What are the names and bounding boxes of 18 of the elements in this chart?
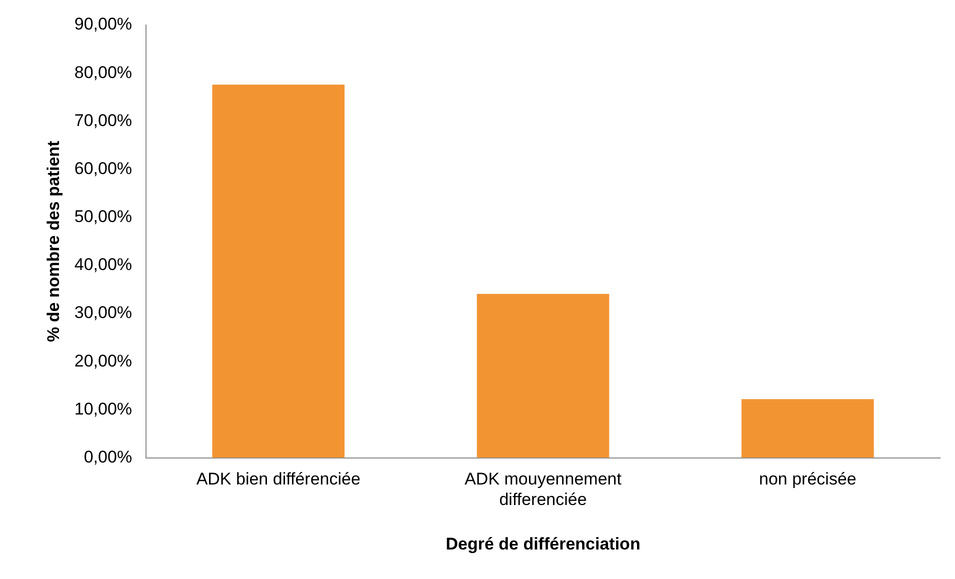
y-tick-label: 20,00% <box>74 351 132 370</box>
bar <box>742 399 874 458</box>
bar <box>476 294 610 458</box>
y-tick-label: 40,00% <box>74 255 132 274</box>
y-tick-label: 90,00% <box>74 14 132 34</box>
x-tick-label: non précisée <box>759 470 856 489</box>
bar <box>212 84 345 458</box>
x-axis-title: Degré de différenciation <box>446 534 640 554</box>
y-tick-label: 10,00% <box>74 399 132 418</box>
y-tick-label: 60,00% <box>74 158 132 178</box>
y-tick-label: 50,00% <box>74 207 132 226</box>
y-axis-title: % de nombre des patient <box>44 140 63 342</box>
y-tick-label: 0,00% <box>84 447 132 466</box>
y-tick-label: 80,00% <box>74 62 132 82</box>
x-tick-label: ADK bien différenciée <box>196 470 360 489</box>
y-tick-label: 70,00% <box>74 110 132 130</box>
y-tick-label: 30,00% <box>74 303 132 322</box>
x-tick-label: ADK mouyennement differenciée <box>464 470 622 510</box>
